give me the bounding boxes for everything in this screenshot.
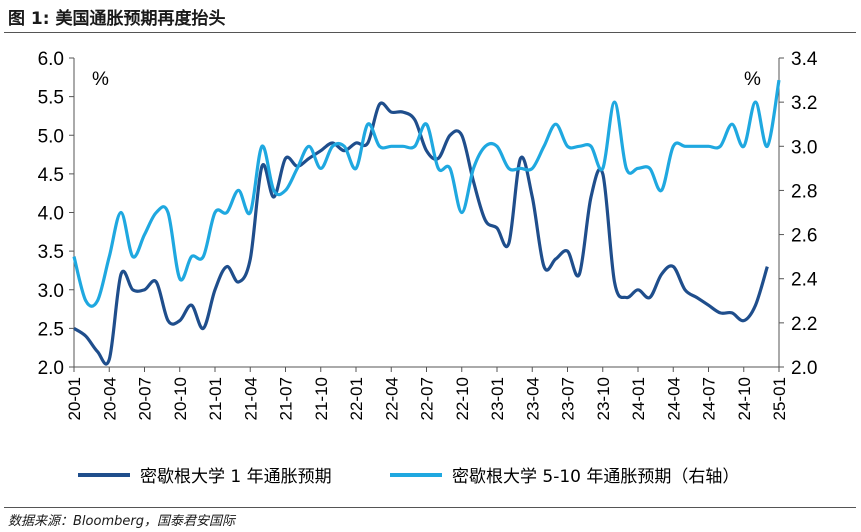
x-tick-label: 24-04 [664, 377, 683, 420]
series-layer [72, 79, 781, 366]
x-tick-label: 24-10 [735, 377, 754, 420]
right-tick-label: 3.0 [791, 137, 817, 158]
x-tick-label: 24-01 [629, 377, 648, 420]
right-tick-label: 2.6 [791, 226, 817, 247]
right-tick-label: 2.2 [791, 314, 817, 335]
legend-label-series1: 密歇根大学 1 年通胀预期 [140, 467, 332, 487]
axes: 2.0 2.5 3.0 3.5 4.0 4.5 5.0 5.5 6.0 2.0 2.2 2.4 2.6 2… [38, 49, 818, 420]
left-tick-label: 4.0 [38, 204, 64, 225]
source-note: 数据来源：Bloomberg，国泰君安国际 [8, 514, 235, 529]
x-tick-label: 22-04 [382, 377, 401, 420]
legend-label-series2: 密歇根大学 5-10 年通胀预期（右轴） [452, 467, 739, 487]
figure-title: 图 1: 美国通胀预期再度抬头 [8, 9, 226, 29]
left-tick-label: 3.0 [38, 281, 64, 302]
right-tick-label: 3.2 [791, 93, 817, 114]
left-tick-label: 4.5 [38, 165, 64, 186]
x-tick-label: 23-10 [594, 377, 613, 420]
left-tick-label: 6.0 [38, 49, 64, 70]
left-tick-label: 5.5 [38, 88, 64, 109]
right-tick-label: 2.4 [791, 270, 818, 291]
left-tick-label: 2.0 [38, 358, 64, 379]
x-tick-label: 23-01 [488, 377, 507, 420]
x-tick-label: 23-04 [523, 377, 542, 420]
x-tick-label: 25-01 [770, 377, 789, 420]
right-tick-label: 2.8 [791, 181, 817, 202]
x-tick-label: 20-10 [171, 377, 190, 420]
x-tick-label: 20-07 [136, 377, 155, 420]
x-tick-label: 22-07 [418, 377, 437, 420]
x-tick-label: 23-07 [559, 377, 578, 420]
legend: 密歇根大学 1 年通胀预期 密歇根大学 5-10 年通胀预期（右轴） [78, 467, 739, 487]
x-tick-label: 21-04 [241, 377, 260, 420]
right-tick-label: 2.0 [791, 358, 817, 379]
left-tick-label: 2.5 [38, 319, 64, 340]
bottom-rule [4, 507, 856, 508]
top-rule [4, 32, 856, 33]
series-line-1y-expectation [73, 101, 769, 366]
left-axis-unit: % [92, 69, 109, 90]
series-line-5-10y-expectation [72, 79, 781, 308]
x-tick-label: 24-07 [700, 377, 719, 420]
x-tick-label: 22-10 [453, 377, 472, 420]
x-tick-label: 20-01 [65, 377, 84, 420]
x-tick-label: 21-01 [206, 377, 225, 420]
x-tick-label: 21-10 [312, 377, 331, 420]
left-tick-label: 5.0 [38, 126, 64, 147]
x-tick-label: 20-04 [100, 377, 119, 420]
right-axis-unit: % [744, 69, 761, 90]
right-tick-label: 3.4 [791, 49, 818, 70]
x-tick-label: 21-07 [277, 377, 296, 420]
left-tick-label: 3.5 [38, 242, 64, 263]
x-tick-label: 22-01 [347, 377, 366, 420]
